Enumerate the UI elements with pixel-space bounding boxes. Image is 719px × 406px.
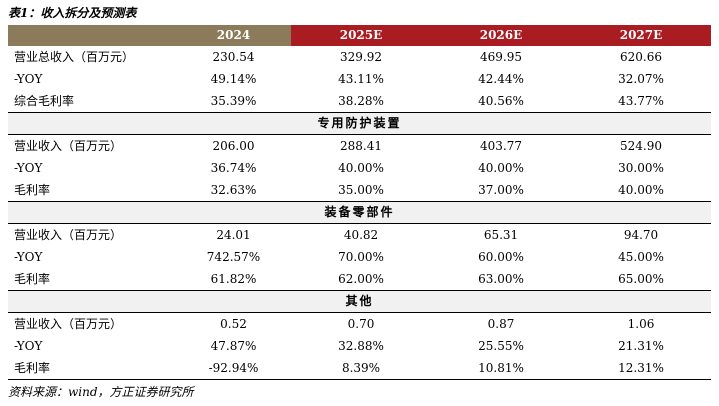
cell: 524.90 <box>620 139 662 153</box>
cell: 40.00% <box>618 183 664 197</box>
table-row: -YOY 742.57% 70.00% 60.00% 45.00% <box>8 246 711 268</box>
header-cell <box>8 25 176 46</box>
cell: 37.00% <box>478 183 524 197</box>
row-label: 营业收入（百万元） <box>14 139 123 153</box>
table-row: 毛利率 61.82% 62.00% 63.00% 65.00% <box>8 268 711 290</box>
table-caption: 表1：收入拆分及预测表 <box>8 6 137 20</box>
cell: 230.54 <box>212 50 255 64</box>
cell: 10.81% <box>478 361 524 375</box>
cell: 65.00% <box>618 272 664 286</box>
cell: 42.44% <box>478 72 524 86</box>
row-label: 毛利率 <box>14 272 51 286</box>
revenue-forecast-table: 2024 2025E 2026E 2027E 营业总收入（百万元） 230.54… <box>8 25 711 380</box>
section-title: 其他 <box>345 294 374 308</box>
row-label: 营业总收入（百万元） <box>14 50 135 64</box>
cell: 469.95 <box>480 50 522 64</box>
cell: 403.77 <box>480 139 522 153</box>
section-header-protective-devices: 专用防护装置 <box>8 112 711 135</box>
cell: 40.82 <box>343 228 379 242</box>
cell: 32.88% <box>338 339 384 353</box>
cell: 12.31% <box>618 361 664 375</box>
cell: 65.31 <box>483 228 519 242</box>
row-label: -YOY <box>14 72 43 86</box>
header-cell-2025e: 2025E <box>291 25 431 46</box>
table-row: 营业收入（百万元） 206.00 288.41 403.77 524.90 <box>8 135 711 157</box>
header-cell-2024: 2024 <box>176 25 291 46</box>
row-label: -YOY <box>14 161 43 175</box>
cell: 43.77% <box>618 94 664 108</box>
cell: 8.39% <box>341 361 381 375</box>
cell: 288.41 <box>340 139 382 153</box>
cell: 36.74% <box>210 161 257 175</box>
cell: 25.55% <box>478 339 524 353</box>
cell: 35.39% <box>210 94 257 108</box>
cell: 742.57% <box>206 250 261 264</box>
cell: 21.31% <box>618 339 664 353</box>
row-label: 营业收入（百万元） <box>14 228 123 242</box>
row-label: 毛利率 <box>14 183 51 197</box>
table-row: 营业收入（百万元） 0.52 0.70 0.87 1.06 <box>8 313 711 335</box>
cell: 62.00% <box>338 272 384 286</box>
cell: 70.00% <box>338 250 384 264</box>
cell: 63.00% <box>478 272 524 286</box>
section-header-other: 其他 <box>8 290 711 313</box>
cell: 40.56% <box>478 94 524 108</box>
cell: 30.00% <box>618 161 664 175</box>
source-note: 资料来源：wind，方正证券研究所 <box>8 385 194 399</box>
cell: 47.87% <box>210 339 257 353</box>
header-cell-2026e: 2026E <box>431 25 571 46</box>
header-cell-2027e: 2027E <box>571 25 711 46</box>
cell: 206.00 <box>212 139 255 153</box>
row-label: 营业收入（百万元） <box>14 317 123 331</box>
cell: 1.06 <box>627 317 655 331</box>
cell: 32.07% <box>618 72 664 86</box>
cell: 45.00% <box>618 250 664 264</box>
cell: 43.11% <box>338 72 384 86</box>
section-title: 专用防护装置 <box>317 116 402 130</box>
section-header-equipment-parts: 装备零部件 <box>8 201 711 224</box>
cell: 40.00% <box>338 161 384 175</box>
table-header-row: 2024 2025E 2026E 2027E <box>8 25 711 46</box>
cell: 60.00% <box>478 250 524 264</box>
cell: 329.92 <box>340 50 382 64</box>
section-title: 装备零部件 <box>324 205 395 219</box>
row-label: -YOY <box>14 339 43 353</box>
cell: 24.01 <box>216 228 251 242</box>
row-label: 毛利率 <box>14 361 51 375</box>
cell: 49.14% <box>210 72 257 86</box>
cell: 61.82% <box>210 272 257 286</box>
table-row: -YOY 47.87% 32.88% 25.55% 21.31% <box>8 335 711 357</box>
cell: 35.00% <box>338 183 384 197</box>
row-label: -YOY <box>14 250 43 264</box>
table-row: 毛利率 -92.94% 8.39% 10.81% 12.31% <box>8 357 711 380</box>
cell: 94.70 <box>623 228 659 242</box>
table-row: 毛利率 32.63% 35.00% 37.00% 40.00% <box>8 179 711 201</box>
table-row: 营业总收入（百万元） 230.54 329.92 469.95 620.66 <box>8 46 711 68</box>
cell: 40.00% <box>478 161 524 175</box>
cell: 620.66 <box>620 50 662 64</box>
table-row: -YOY 36.74% 40.00% 40.00% 30.00% <box>8 157 711 179</box>
cell: 0.52 <box>220 317 247 331</box>
table-row: 营业收入（百万元） 24.01 40.82 65.31 94.70 <box>8 224 711 246</box>
cell: 0.70 <box>347 317 375 331</box>
row-label: 综合毛利率 <box>14 94 75 108</box>
cell: 0.87 <box>487 317 515 331</box>
table-row: -YOY 49.14% 43.11% 42.44% 32.07% <box>8 68 711 90</box>
cell: -92.94% <box>208 361 259 375</box>
cell: 32.63% <box>210 183 257 197</box>
table-row: 综合毛利率 35.39% 38.28% 40.56% 43.77% <box>8 90 711 112</box>
cell: 38.28% <box>338 94 384 108</box>
